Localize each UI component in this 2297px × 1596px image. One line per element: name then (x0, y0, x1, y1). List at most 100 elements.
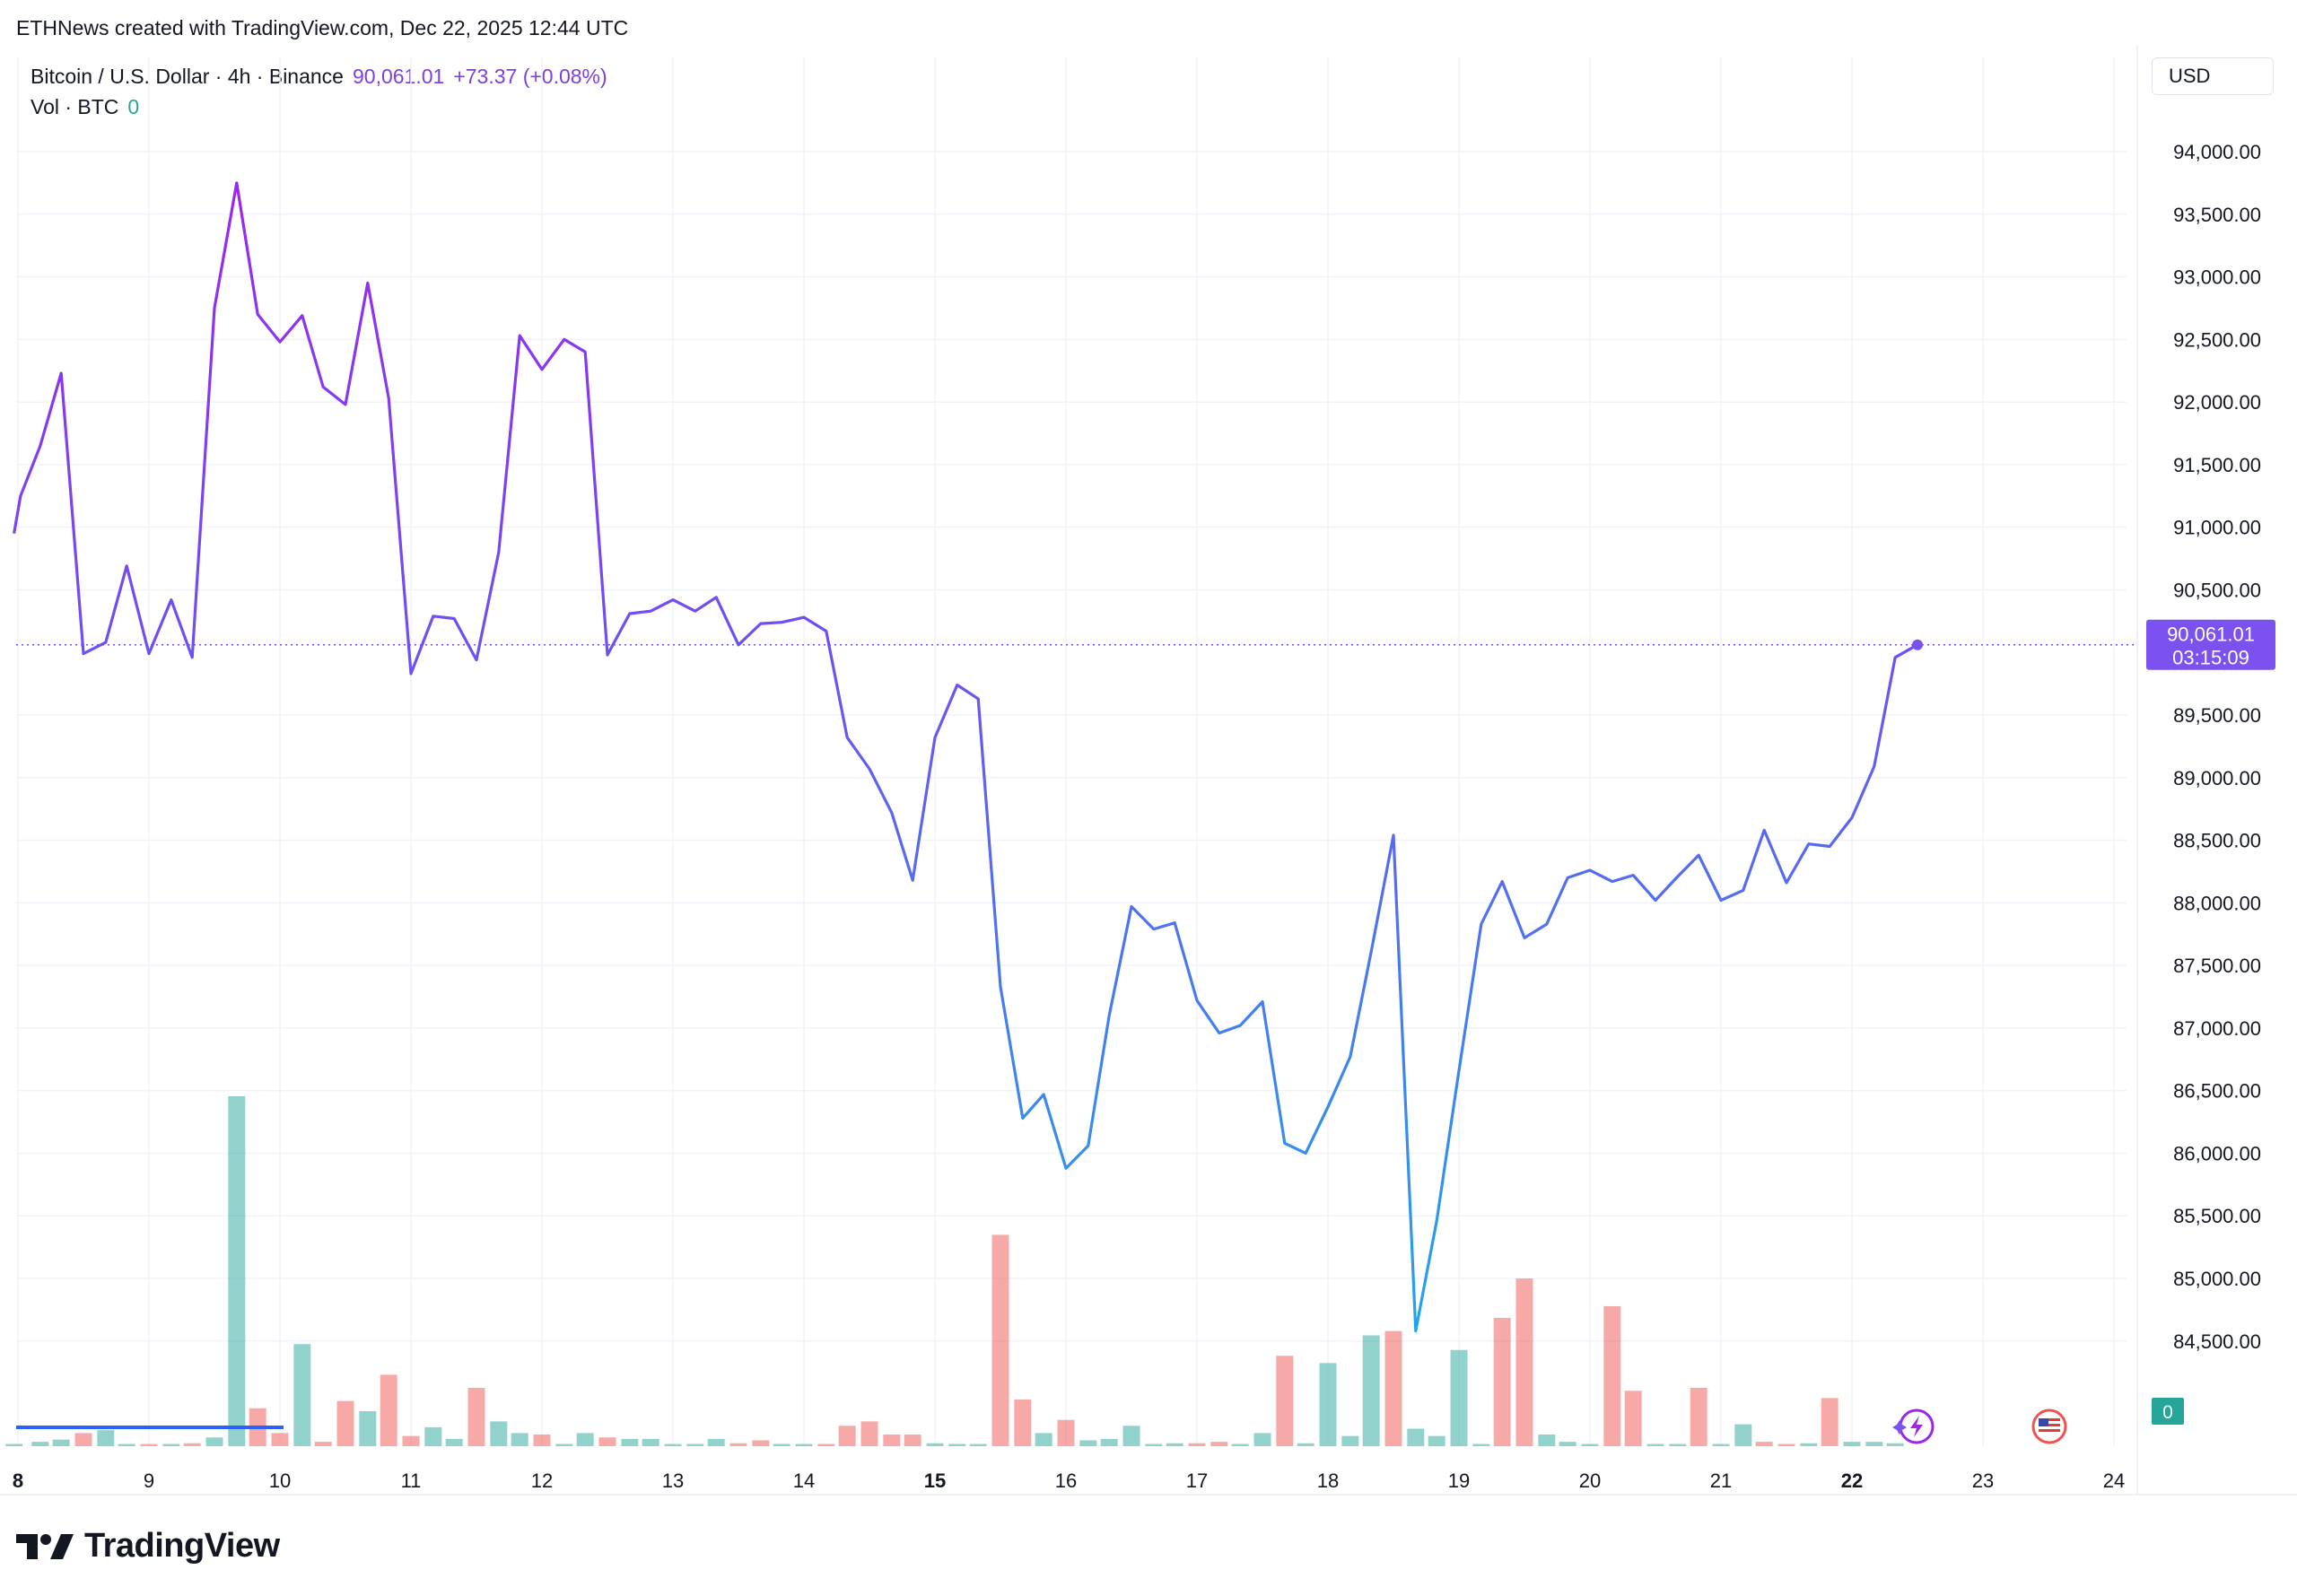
volume-bar (969, 1443, 987, 1446)
volume-axis-value: 0 (2162, 1402, 2173, 1423)
price-tick-label: 87,000.00 (2173, 1017, 2261, 1040)
volume-bar (883, 1435, 901, 1446)
volume-bar (1057, 1419, 1075, 1446)
volume-bar (1231, 1443, 1249, 1446)
volume-bar (445, 1438, 463, 1446)
price-tick-label: 88,000.00 (2173, 892, 2261, 914)
currency-button[interactable]: USD (2152, 57, 2274, 95)
volume-bar (904, 1435, 921, 1446)
volume-bar (1450, 1349, 1468, 1446)
time-tick-label: 22 (1841, 1470, 1863, 1492)
price-tick-label: 93,000.00 (2173, 266, 2261, 289)
time-tick-label: 19 (1448, 1470, 1470, 1492)
volume-bar (1886, 1443, 1904, 1446)
price-tick-label: 89,500.00 (2173, 704, 2261, 727)
volume-bar (576, 1433, 594, 1446)
volume-bar (52, 1439, 70, 1446)
volume-bar (1538, 1435, 1556, 1446)
volume-bar (1865, 1442, 1883, 1446)
volume-axis-label: 0 (2152, 1398, 2184, 1425)
price-axis[interactable]: 84,500.00 85,000.00 85,500.00 86,000.00 86,5… (2173, 141, 2261, 1353)
price-tick-label: 87,500.00 (2173, 955, 2261, 977)
volume-bar (1755, 1442, 1773, 1446)
volume-bar (1319, 1363, 1337, 1446)
symbol-title[interactable]: Bitcoin / U.S. Dollar · 4h · Binance (31, 64, 344, 88)
volume-bar (1669, 1443, 1687, 1446)
legend-symbol-row: Bitcoin / U.S. Dollar · 4h · Binance 90,… (31, 61, 607, 92)
volume-bar (1472, 1443, 1490, 1446)
volume-bars (5, 1096, 1904, 1446)
volume-bar (1253, 1433, 1271, 1446)
time-tick-label: 14 (793, 1470, 815, 1492)
volume-bar (1843, 1442, 1861, 1446)
time-tick-label: 23 (1972, 1470, 1994, 1492)
volume-bar (314, 1442, 332, 1446)
volume-bar (205, 1437, 223, 1446)
volume-bar (729, 1443, 747, 1446)
tradingview-logo[interactable]: TradingView (16, 1527, 280, 1565)
volume-bar (686, 1443, 704, 1446)
volume-bar (1079, 1440, 1097, 1446)
volume-bar (359, 1411, 377, 1446)
last-price-label: 90,061.01 03:15:09 (2146, 619, 2275, 670)
volume-bar (926, 1443, 944, 1446)
volume-bar (1407, 1428, 1425, 1446)
price-tick-label: 89,000.00 (2173, 767, 2261, 789)
volume-bar (467, 1388, 485, 1446)
volume-bar (228, 1096, 246, 1446)
price-tick-label: 91,000.00 (2173, 517, 2261, 539)
last-price-value: 90,061.01 (2167, 624, 2255, 646)
volume-bar (860, 1421, 878, 1446)
time-tick-label: 21 (1710, 1470, 1732, 1492)
volume-bar (1362, 1335, 1380, 1446)
time-tick-label: 16 (1055, 1470, 1077, 1492)
volume-bar (1035, 1433, 1052, 1446)
lightning-icon[interactable] (1892, 1408, 1935, 1444)
price-line (13, 181, 1918, 1333)
volume-bar (1646, 1443, 1664, 1446)
volume-bar (183, 1443, 201, 1446)
last-price-dot (1912, 639, 1923, 650)
volume-bar (642, 1438, 659, 1446)
volume-bar (1276, 1356, 1294, 1446)
volume-value: 0 (127, 94, 140, 118)
volume-bar (1821, 1398, 1838, 1446)
time-tick-label: 8 (13, 1470, 23, 1492)
volume-bar (1210, 1442, 1228, 1446)
volume-bar (424, 1426, 442, 1446)
price-tick-label: 85,000.00 (2173, 1268, 2261, 1290)
volume-bar (1384, 1330, 1402, 1446)
time-tick-label: 9 (144, 1470, 154, 1492)
volume-bar (664, 1443, 682, 1446)
price-chart[interactable]: 84,500.00 85,000.00 85,500.00 86,000.00 86,5… (0, 0, 2297, 1525)
volume-bar (773, 1443, 790, 1446)
volume-bar (402, 1435, 420, 1446)
volume-bar (140, 1443, 158, 1446)
volume-bar (336, 1400, 354, 1446)
volume-bar (533, 1435, 551, 1446)
volume-bar (1712, 1443, 1730, 1446)
legend-volume-row: Vol · BTC 0 (31, 92, 607, 122)
volume-bar (5, 1443, 23, 1446)
time-tick-label: 13 (662, 1470, 684, 1492)
volume-bar (1145, 1443, 1163, 1446)
volume-bar (31, 1442, 49, 1446)
time-tick-label: 10 (269, 1470, 291, 1492)
volume-bar (1341, 1435, 1359, 1446)
time-tick-label: 18 (1317, 1470, 1339, 1492)
attribution-text: ETHNews created with TradingView.com, De… (16, 16, 629, 39)
time-tick-label: 17 (1186, 1470, 1208, 1492)
price-tick-label: 84,500.00 (2173, 1330, 2261, 1353)
time-axis[interactable]: 8 9 10 11 12 13 14 15 16 17 18 19 20 21 22 23 24 (13, 1470, 2125, 1492)
volume-bar (490, 1421, 508, 1446)
time-tick-label: 11 (401, 1470, 422, 1492)
volume-bar (1122, 1426, 1140, 1446)
volume-label[interactable]: Vol · BTC (31, 94, 119, 118)
volume-bar (1428, 1435, 1445, 1446)
volume-bar (1014, 1400, 1032, 1446)
volume-bar (1515, 1278, 1533, 1446)
us-flag-icon[interactable] (2031, 1408, 2067, 1444)
volume-bar (162, 1443, 180, 1446)
volume-bar (74, 1433, 92, 1446)
grid-lines (0, 45, 2297, 1496)
